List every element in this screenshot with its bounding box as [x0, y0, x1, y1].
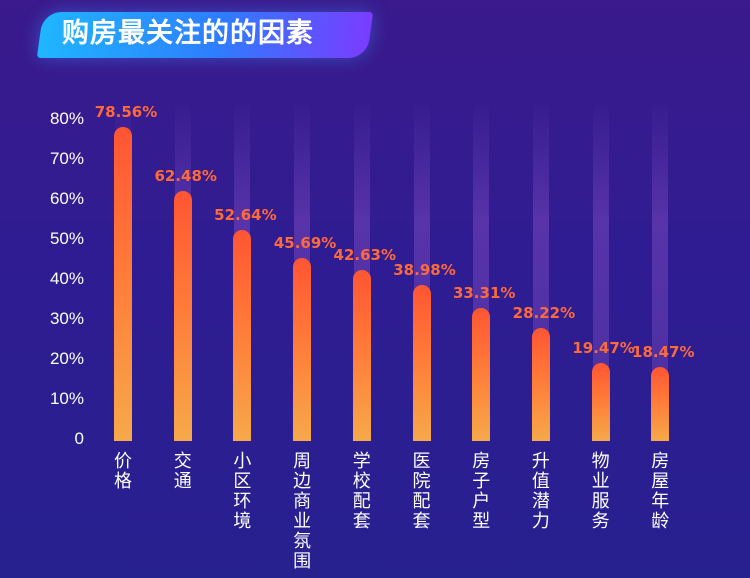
category-label: 价格: [114, 451, 132, 492]
category-label: 医院配套: [412, 451, 431, 532]
bar: [651, 367, 670, 441]
bar: [412, 285, 431, 441]
bar-value-label: 19.47%: [572, 339, 635, 358]
y-tick-label: 60%: [49, 189, 84, 208]
y-tick-label: 80%: [49, 109, 84, 128]
bar-value-label: 62.48%: [154, 167, 217, 186]
bar: [531, 328, 550, 441]
y-tick-label: 10%: [49, 389, 84, 408]
bar: [293, 258, 312, 441]
bar-value-label: 52.64%: [214, 206, 277, 225]
y-tick-label: 0: [74, 429, 84, 448]
category-label: 升值潜力: [531, 451, 550, 532]
bar-value-label: 33.31%: [452, 283, 516, 302]
bar: [233, 230, 252, 441]
bar-value-label: 38.98%: [393, 261, 456, 280]
bar-value-label: 18.47%: [632, 343, 695, 362]
bar: [472, 307, 491, 441]
category-label: 房屋年龄: [651, 451, 670, 532]
category-label: 周边商业氛围: [293, 451, 312, 572]
bar: [173, 191, 192, 441]
category-label: 物业服务: [591, 451, 610, 532]
bar-value-label: 78.56%: [94, 102, 158, 121]
category-label: 学校配套: [352, 451, 371, 532]
bar-value-label: 45.69%: [273, 234, 337, 253]
y-tick-label: 40%: [49, 269, 84, 288]
bar: [591, 363, 610, 441]
category-label: 房子户型: [472, 451, 491, 532]
bar-value-label: 42.63%: [333, 246, 397, 265]
category-label: 小区环境: [233, 451, 252, 532]
bar: [352, 270, 371, 441]
y-tick-label: 50%: [49, 229, 84, 248]
category-label: 交通: [173, 451, 192, 492]
y-tick-label: 20%: [49, 349, 84, 368]
bar-value-label: 28.22%: [512, 304, 576, 323]
bar-track: [652, 100, 669, 441]
y-tick-label: 70%: [49, 149, 84, 168]
bar: [114, 126, 132, 441]
bar-track: [592, 100, 609, 441]
chart-title: 购房最关注的的因素: [62, 18, 314, 49]
y-tick-label: 30%: [49, 309, 84, 328]
